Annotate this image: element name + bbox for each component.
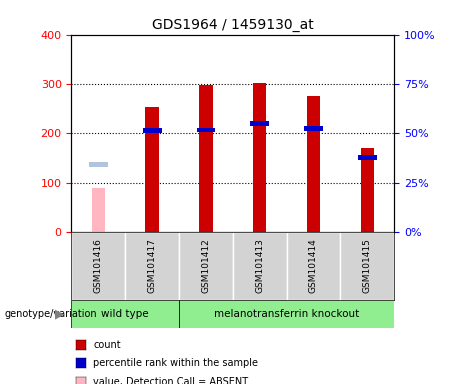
Bar <box>340 232 394 300</box>
Bar <box>304 126 323 131</box>
Bar <box>92 188 105 232</box>
Bar <box>307 96 320 232</box>
Bar <box>71 232 125 300</box>
Bar <box>196 127 215 132</box>
Text: GSM101414: GSM101414 <box>309 238 318 293</box>
Bar <box>253 83 266 232</box>
Text: wild type: wild type <box>101 309 149 319</box>
Bar <box>71 300 179 328</box>
Text: GSM101416: GSM101416 <box>94 238 103 293</box>
Bar <box>233 232 287 300</box>
Text: GSM101413: GSM101413 <box>255 238 264 293</box>
Bar <box>179 300 394 328</box>
Bar <box>125 232 179 300</box>
Bar <box>145 107 159 232</box>
Text: GSM101415: GSM101415 <box>363 238 372 293</box>
Text: ▶: ▶ <box>55 308 65 320</box>
Title: GDS1964 / 1459130_at: GDS1964 / 1459130_at <box>152 18 313 32</box>
Bar <box>199 85 213 232</box>
Text: melanotransferrin knockout: melanotransferrin knockout <box>214 309 359 319</box>
Bar <box>250 121 269 126</box>
Bar <box>287 232 340 300</box>
Text: percentile rank within the sample: percentile rank within the sample <box>93 358 258 368</box>
Text: count: count <box>93 340 121 350</box>
Bar <box>179 232 233 300</box>
Text: genotype/variation: genotype/variation <box>5 309 97 319</box>
Bar <box>361 148 374 232</box>
Text: GSM101417: GSM101417 <box>148 238 157 293</box>
Text: value, Detection Call = ABSENT: value, Detection Call = ABSENT <box>93 377 248 384</box>
Bar <box>143 129 161 134</box>
Bar <box>358 155 377 160</box>
Bar <box>89 162 108 167</box>
Text: GSM101412: GSM101412 <box>201 238 210 293</box>
